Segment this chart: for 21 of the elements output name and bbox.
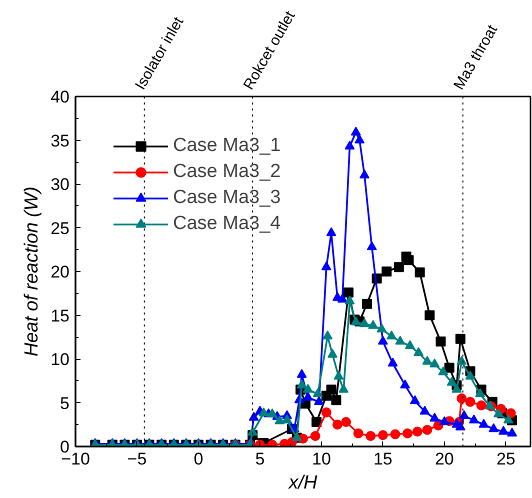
legend-label: Case Ma3_4 bbox=[173, 212, 281, 236]
y-tick-label: 40 bbox=[50, 88, 70, 106]
x-tick-label: 20 bbox=[434, 450, 454, 468]
x-tick-label: 25 bbox=[496, 450, 516, 468]
y-tick-label: 5 bbox=[60, 394, 70, 413]
y-axis-title: Heat of reaction (W) bbox=[22, 186, 43, 356]
legend-label: Case Ma3_1 bbox=[173, 134, 281, 158]
x-tick-label: 10 bbox=[312, 450, 331, 468]
x-tick-label: −5 bbox=[127, 450, 147, 468]
x-tick-label: 15 bbox=[373, 450, 392, 468]
y-tick-label: 25 bbox=[50, 218, 70, 238]
legend-label: Case Ma3_2 bbox=[173, 160, 281, 184]
x-tick-label: 0 bbox=[194, 450, 204, 468]
x-axis-title: x/H bbox=[288, 472, 318, 494]
legend-label: Case Ma3_3 bbox=[173, 186, 281, 210]
y-tick-label: 20 bbox=[50, 262, 70, 282]
y-tick-label: 35 bbox=[50, 131, 70, 150]
y-tick-label: 10 bbox=[50, 350, 70, 369]
y-tick-label: 30 bbox=[50, 175, 70, 194]
x-tick-label: 5 bbox=[255, 450, 265, 468]
y-tick-label: 15 bbox=[50, 306, 70, 326]
